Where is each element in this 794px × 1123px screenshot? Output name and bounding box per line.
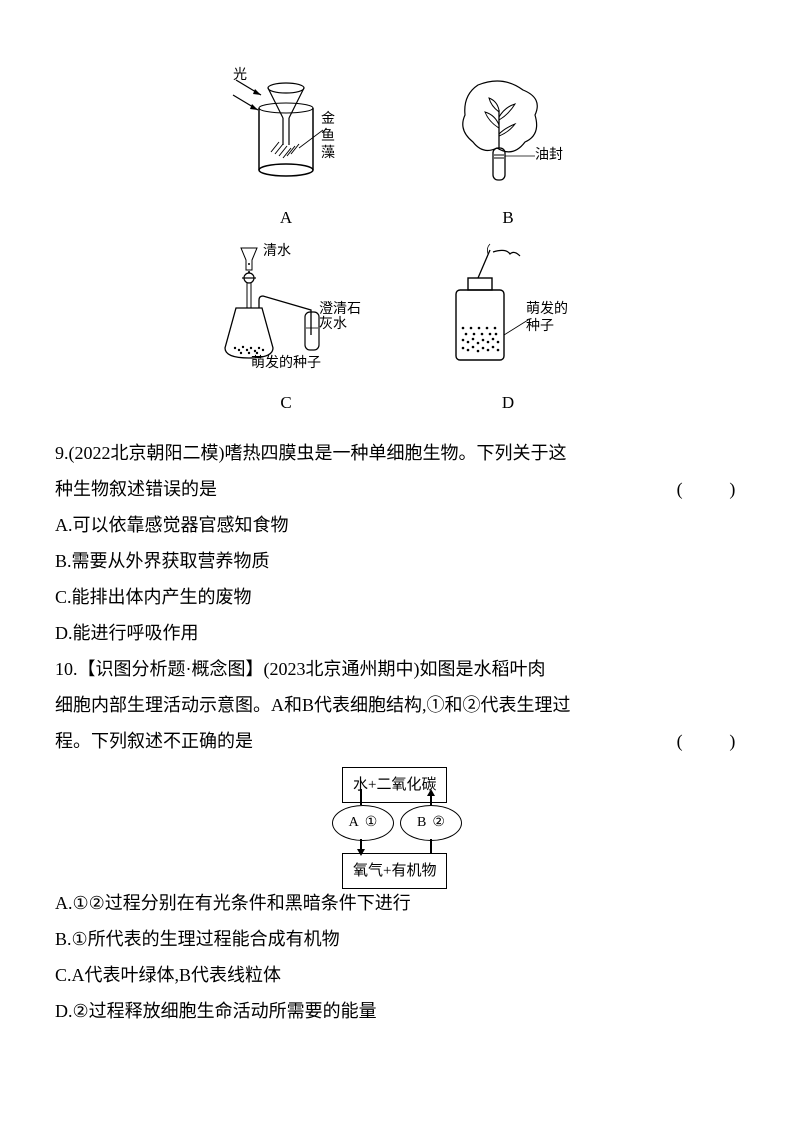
figure-d-seeds-label: 萌发的种子 (526, 302, 578, 336)
q9-option-d: D.能进行呼吸作用 (55, 615, 739, 651)
q10-option-a: A.①②过程分别在有光条件和黑暗条件下进行 (55, 885, 739, 921)
q10-line3-text: 程。下列叙述不正确的是 (55, 723, 253, 759)
q9-option-c: C.能排出体内产生的废物 (55, 579, 739, 615)
figure-b-diagram: 油封 (443, 70, 573, 197)
q10-option-b: B.①所代表的生理过程能合成有机物 (55, 921, 739, 957)
figure-a-algae-label: 金鱼藻 (321, 112, 341, 162)
figure-b: 油封 B (443, 70, 573, 235)
q9-line1: 9.(2022北京朝阳二模)嗜热四膜虫是一种单细胞生物。下列关于这 (55, 435, 739, 471)
q10-line3: 程。下列叙述不正确的是 ( ) (55, 723, 739, 759)
q10-line1: 10.【识图分析题·概念图】(2023北京通州期中)如图是水稻叶肉 (55, 651, 739, 687)
figure-d-label: D (502, 386, 514, 420)
figure-b-label: B (502, 201, 513, 235)
figure-a-light-label: 光 (233, 68, 247, 85)
figure-c-diagram: 清水 澄清石灰水 萌发的种子 (211, 240, 361, 382)
diagram-left-b: ① (365, 809, 378, 837)
q10-concept-diagram: 水+二氧化碳 A ① B ② 氧气+有机物 (292, 767, 502, 877)
q9-paren: ( ) (677, 471, 739, 507)
q9-option-a: A.可以依靠感觉器官感知食物 (55, 507, 739, 543)
arrow-right-head (427, 789, 435, 796)
diagram-bottom-box: 氧气+有机物 (342, 853, 447, 889)
diagram-right-b: ② (432, 809, 445, 837)
figure-d-diagram: 萌发的种子 (438, 240, 578, 382)
figure-c-water-label: 清水 (263, 244, 291, 261)
diagram-left-a: A (349, 809, 359, 837)
diagram-ellipse-left: A ① (332, 805, 394, 841)
figure-a-diagram: 光 金鱼藻 (231, 70, 341, 197)
q9-option-b: B.需要从外界获取营养物质 (55, 543, 739, 579)
q10-diagram-container: 水+二氧化碳 A ① B ② 氧气+有机物 (55, 767, 739, 877)
q10-option-d: D.②过程释放细胞生命活动所需要的能量 (55, 993, 739, 1029)
figure-a-label: A (280, 201, 292, 235)
diagram-top-box: 水+二氧化碳 (342, 767, 447, 803)
figure-c-limewater-label: 澄清石灰水 (319, 302, 361, 333)
figures-grid: 光 金鱼藻 A (55, 70, 739, 420)
diagram-right-a: B (417, 809, 426, 837)
q10-option-c: C.A代表叶绿体,B代表线粒体 (55, 957, 739, 993)
q10-line2: 细胞内部生理活动示意图。A和B代表细胞结构,①和②代表生理过 (55, 687, 739, 723)
figure-c-label: C (280, 386, 291, 420)
figure-a: 光 金鱼藻 A (231, 70, 341, 235)
figure-b-oil-label: 油封 (535, 148, 563, 165)
q9-line2-text: 种生物叙述错误的是 (55, 471, 217, 507)
figure-c-seeds-label: 萌发的种子 (251, 356, 321, 373)
figure-d: 萌发的种子 D (438, 240, 578, 420)
arrow-right-top (430, 795, 432, 805)
arrow-left-head (357, 849, 365, 856)
q10-paren: ( ) (677, 723, 739, 759)
arrow-left-top (360, 789, 362, 805)
figure-c: 清水 澄清石灰水 萌发的种子 C (211, 240, 361, 420)
q9-line2: 种生物叙述错误的是 ( ) (55, 471, 739, 507)
arrow-right-bottom (430, 839, 432, 853)
diagram-ellipse-right: B ② (400, 805, 462, 841)
